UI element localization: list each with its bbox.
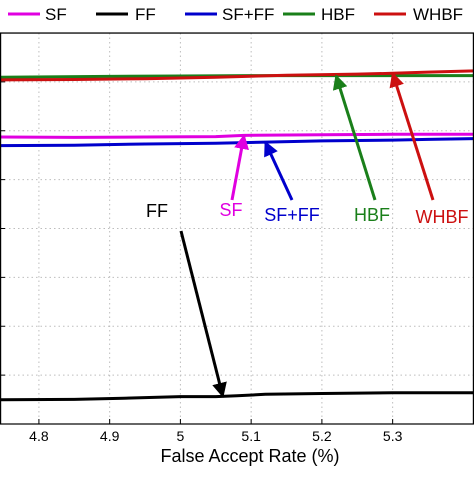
- x-tick-label: 5.2: [312, 428, 332, 444]
- tick-layer: 4.8 4.9 5 5.1 5.2 5.3: [29, 419, 403, 444]
- annotation-arrow: [332, 74, 377, 201]
- annotation-layer: FF SF SF+FF HBF WHBF: [146, 71, 469, 398]
- annotation-arrow: [263, 140, 294, 201]
- x-axis-label: False Accept Rate (%): [160, 446, 339, 466]
- x-tick-label: 5.1: [241, 428, 261, 444]
- legend-label: WHBF: [413, 5, 463, 24]
- annotation-label: HBF: [354, 205, 390, 225]
- x-tick-label: 5: [177, 428, 185, 444]
- x-tick-label: 5.3: [383, 428, 403, 444]
- annotation-arrow: [230, 133, 249, 201]
- legend-label: SF+FF: [222, 5, 274, 24]
- annotation-label: SF: [219, 200, 242, 220]
- x-tick-label: 4.9: [100, 428, 120, 444]
- legend-label: FF: [135, 5, 156, 24]
- legend-label: SF: [45, 5, 67, 24]
- annotation-label: FF: [146, 201, 168, 221]
- series-line-whbf: [0, 69, 474, 82]
- legend-label: HBF: [321, 5, 355, 24]
- annotation-arrow: [179, 230, 227, 398]
- legend-box: [0, 0, 474, 34]
- x-tick-label: 4.8: [29, 428, 49, 444]
- annotation-label: WHBF: [416, 207, 469, 227]
- legend: SF FF SF+FF HBF WHBF: [0, 0, 474, 34]
- annotation-label: SF+FF: [264, 205, 320, 225]
- annotation-arrow: [389, 71, 435, 201]
